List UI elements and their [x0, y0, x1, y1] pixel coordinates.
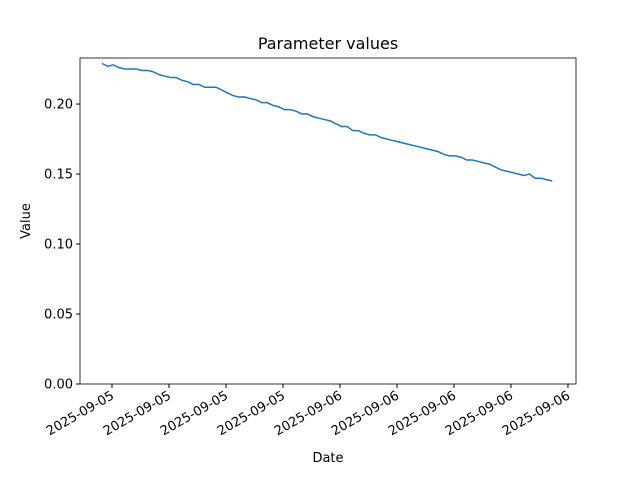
y-tick-label: 0.10	[44, 238, 73, 253]
chart-title: Parameter values	[258, 34, 398, 53]
plot-frame	[79, 57, 577, 385]
y-tick-label: 0.15	[44, 168, 73, 183]
y-axis-label: Value	[19, 203, 34, 239]
y-tick-label: 0.00	[44, 378, 73, 393]
y-tick-label: 0.20	[44, 98, 73, 113]
y-tick-label: 0.05	[44, 308, 73, 323]
data-line	[101, 62, 553, 182]
x-axis-label: Date	[312, 451, 343, 466]
